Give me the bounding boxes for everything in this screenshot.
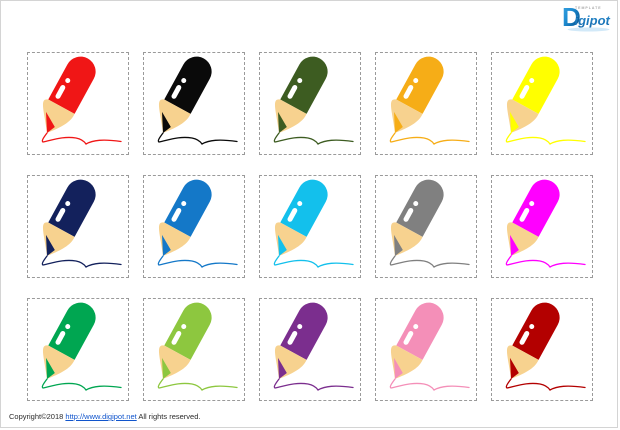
svg-text:TEMPLATE: TEMPLATE — [575, 6, 602, 10]
svg-text:igipot: igipot — [575, 13, 611, 28]
